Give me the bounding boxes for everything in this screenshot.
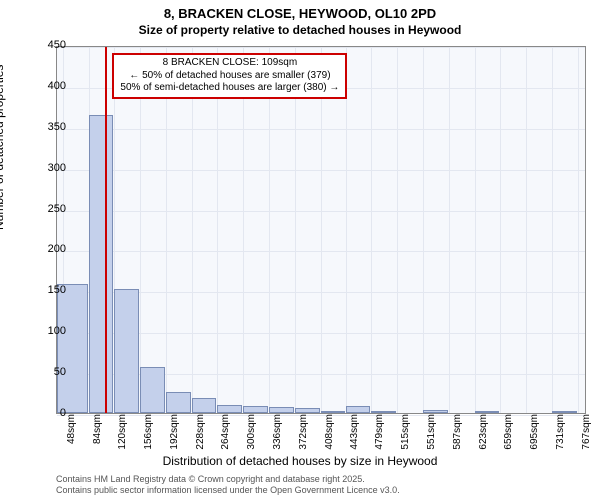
histogram-bar [552, 411, 577, 413]
gridline-v [578, 47, 579, 413]
histogram-bar [192, 398, 217, 413]
histogram-bar [371, 411, 396, 413]
x-tick-label: 695sqm [529, 414, 540, 454]
histogram-bar [217, 405, 242, 413]
gridline-v [423, 47, 424, 413]
y-tick-label: 400 [26, 80, 66, 92]
y-tick-label: 200 [26, 243, 66, 255]
x-tick-label: 156sqm [143, 414, 154, 454]
x-tick-label: 551sqm [426, 414, 437, 454]
gridline-v [269, 47, 270, 413]
histogram-bar [295, 408, 320, 413]
histogram-bar [243, 406, 268, 413]
gridline-v [192, 47, 193, 413]
x-tick-label: 300sqm [246, 414, 257, 454]
gridline-v [217, 47, 218, 413]
gridline-v [243, 47, 244, 413]
x-tick-label: 192sqm [169, 414, 180, 454]
plot-area: 8 BRACKEN CLOSE: 109sqm← 50% of detached… [56, 46, 586, 414]
x-tick-label: 120sqm [117, 414, 128, 454]
y-tick-label: 0 [26, 407, 66, 419]
histogram-bar [166, 392, 191, 413]
x-tick-label: 659sqm [503, 414, 514, 454]
chart-title: 8, BRACKEN CLOSE, HEYWOOD, OL10 2PD [0, 0, 600, 23]
x-tick-label: 443sqm [349, 414, 360, 454]
y-axis-label: Number of detached properties [0, 65, 6, 230]
chart-area: 8 BRACKEN CLOSE: 109sqm← 50% of detached… [56, 46, 586, 414]
annotation-line: ← 50% of detached houses are smaller (37… [120, 70, 339, 83]
histogram-bar [57, 284, 88, 413]
histogram-bar [89, 115, 114, 413]
gridline-v [295, 47, 296, 413]
histogram-bar [321, 411, 345, 413]
y-tick-label: 50 [26, 366, 66, 378]
gridline-v [371, 47, 372, 413]
x-axis-label: Distribution of detached houses by size … [0, 454, 600, 468]
annotation-line: 8 BRACKEN CLOSE: 109sqm [120, 57, 339, 70]
gridline-v [526, 47, 527, 413]
histogram-bar [269, 407, 294, 413]
gridline-v [475, 47, 476, 413]
x-tick-label: 372sqm [298, 414, 309, 454]
gridline-v [552, 47, 553, 413]
annotation-line: 50% of semi-detached houses are larger (… [120, 82, 339, 95]
gridline-v [166, 47, 167, 413]
x-tick-label: 587sqm [452, 414, 463, 454]
x-tick-label: 731sqm [555, 414, 566, 454]
x-tick-label: 228sqm [195, 414, 206, 454]
footer-line2: Contains public sector information licen… [56, 485, 400, 496]
gridline-v [500, 47, 501, 413]
gridline-v [346, 47, 347, 413]
x-tick-label: 767sqm [581, 414, 592, 454]
x-tick-label: 515sqm [400, 414, 411, 454]
annotation-box: 8 BRACKEN CLOSE: 109sqm← 50% of detached… [112, 53, 347, 99]
x-tick-label: 408sqm [324, 414, 335, 454]
x-tick-label: 48sqm [66, 414, 77, 454]
y-tick-label: 250 [26, 203, 66, 215]
histogram-bar [346, 406, 371, 413]
y-tick-label: 300 [26, 162, 66, 174]
x-tick-label: 336sqm [272, 414, 283, 454]
gridline-v [321, 47, 322, 413]
marker-line [105, 47, 107, 413]
x-tick-label: 264sqm [220, 414, 231, 454]
histogram-bar [423, 410, 448, 413]
footer-line1: Contains HM Land Registry data © Crown c… [56, 474, 400, 485]
y-tick-label: 150 [26, 284, 66, 296]
y-tick-label: 450 [26, 39, 66, 51]
x-tick-label: 479sqm [374, 414, 385, 454]
y-tick-label: 100 [26, 325, 66, 337]
x-tick-label: 84sqm [92, 414, 103, 454]
chart-subtitle: Size of property relative to detached ho… [0, 23, 600, 41]
x-tick-label: 623sqm [478, 414, 489, 454]
y-tick-label: 350 [26, 121, 66, 133]
gridline-v [449, 47, 450, 413]
gridline-v [140, 47, 141, 413]
histogram-bar [140, 367, 165, 413]
histogram-bar [475, 411, 500, 413]
footer-attribution: Contains HM Land Registry data © Crown c… [56, 474, 400, 496]
histogram-bar [114, 289, 139, 413]
gridline-v [397, 47, 398, 413]
